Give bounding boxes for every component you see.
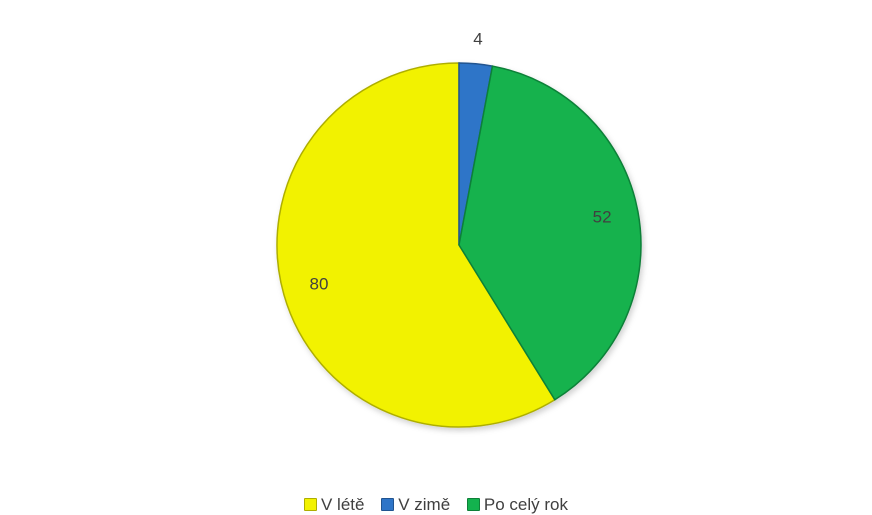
chart-legend: V létě V zimě Po celý rok: [0, 495, 872, 515]
legend-label: V zimě: [398, 495, 451, 514]
legend-swatch-icon: [303, 498, 317, 511]
pie-slice-summer: [276, 62, 556, 428]
data-label-summer: 80: [309, 274, 328, 293]
legend-label: Po celý rok: [483, 495, 568, 514]
legend-label: V létě: [320, 495, 365, 514]
pie-slice-all-year: [458, 65, 642, 401]
legend-item-all-year: Po celý rok: [466, 495, 568, 515]
legend-item-summer: V létě: [303, 495, 365, 515]
legend-swatch-icon: [381, 498, 395, 511]
data-label-all-year: 52: [593, 208, 612, 227]
legend-swatch-icon: [466, 498, 480, 511]
data-label-winter: 4: [473, 29, 482, 48]
legend-item-winter: V zimě: [381, 495, 450, 515]
